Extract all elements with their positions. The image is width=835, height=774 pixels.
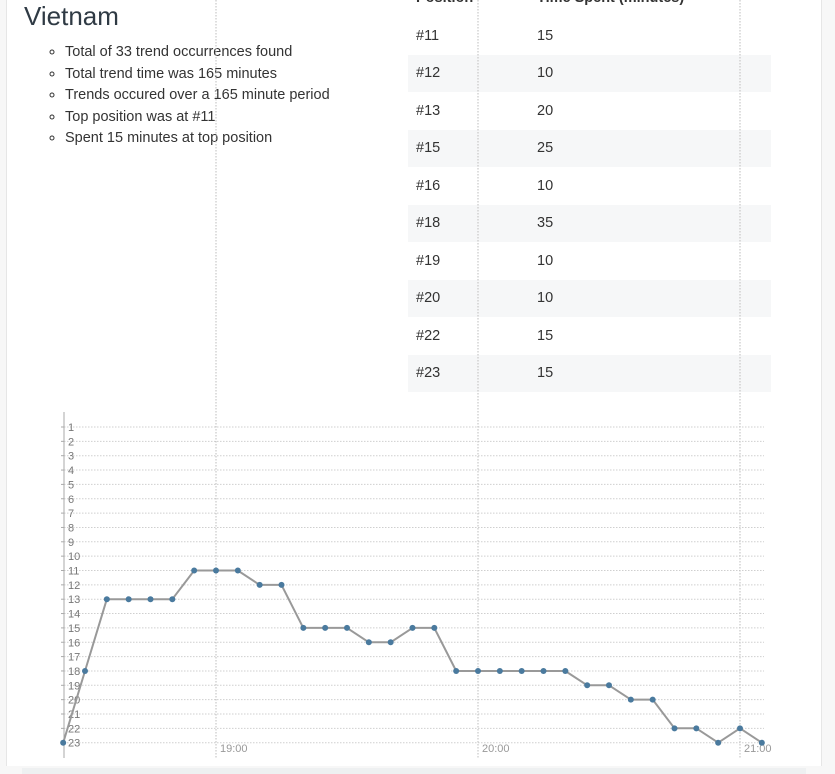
summary-top-position: Top position was at #11 — [65, 107, 330, 129]
header-time-spent: Time Spent (minutes) — [529, 0, 771, 17]
table-row: #18 35 — [408, 204, 771, 242]
summary-list: Total of 33 trend occurrences found Tota… — [44, 42, 330, 150]
cell-position: #12 — [408, 54, 529, 92]
cell-position: #11 — [416, 27, 440, 44]
position-table: Position Time Spent (minutes) #11 15 #12… — [408, 0, 771, 392]
table-row: #13 20 — [408, 92, 771, 130]
summary-total-time: Total trend time was 165 minutes — [65, 64, 330, 86]
cell-time: 10 — [537, 252, 554, 269]
summary-top-time: Spent 15 minutes at top position — [65, 128, 330, 150]
cell-position: #13 — [416, 102, 441, 119]
cell-position: #16 — [416, 177, 441, 194]
header-position: Position — [408, 0, 529, 17]
table-row: #20 10 — [408, 279, 771, 317]
cell-position: #18 — [408, 204, 529, 242]
next-card-edge — [22, 768, 806, 774]
summary-occurrences: Total of 33 trend occurrences found — [65, 42, 330, 64]
cell-time: 20 — [537, 102, 554, 119]
table-row: #11 15 — [408, 17, 771, 55]
table-row: #16 10 — [408, 167, 771, 205]
cell-time: 15 — [537, 27, 554, 44]
cell-position: #19 — [416, 252, 441, 269]
table-row: #23 15 — [408, 354, 771, 392]
cell-position: #23 — [408, 354, 529, 392]
cell-time: 15 — [529, 354, 771, 392]
table-row: #22 15 — [408, 317, 771, 355]
table-row: #19 10 — [408, 242, 771, 280]
table-row: #15 25 — [408, 129, 771, 167]
cell-time: 15 — [537, 327, 554, 344]
cell-position: #15 — [408, 129, 529, 167]
cell-position: #22 — [416, 327, 441, 344]
cell-time: 35 — [529, 204, 771, 242]
summary-period: Trends occured over a 165 minute period — [65, 85, 330, 107]
country-title: Vietnam — [24, 1, 119, 31]
table-row: #12 10 — [408, 54, 771, 92]
cell-time: 10 — [529, 279, 771, 317]
cell-time: 10 — [529, 54, 771, 92]
cell-time: 25 — [529, 129, 771, 167]
cell-time: 10 — [537, 177, 554, 194]
table-header-row: Position Time Spent (minutes) — [408, 0, 771, 17]
cell-position: #20 — [408, 279, 529, 317]
